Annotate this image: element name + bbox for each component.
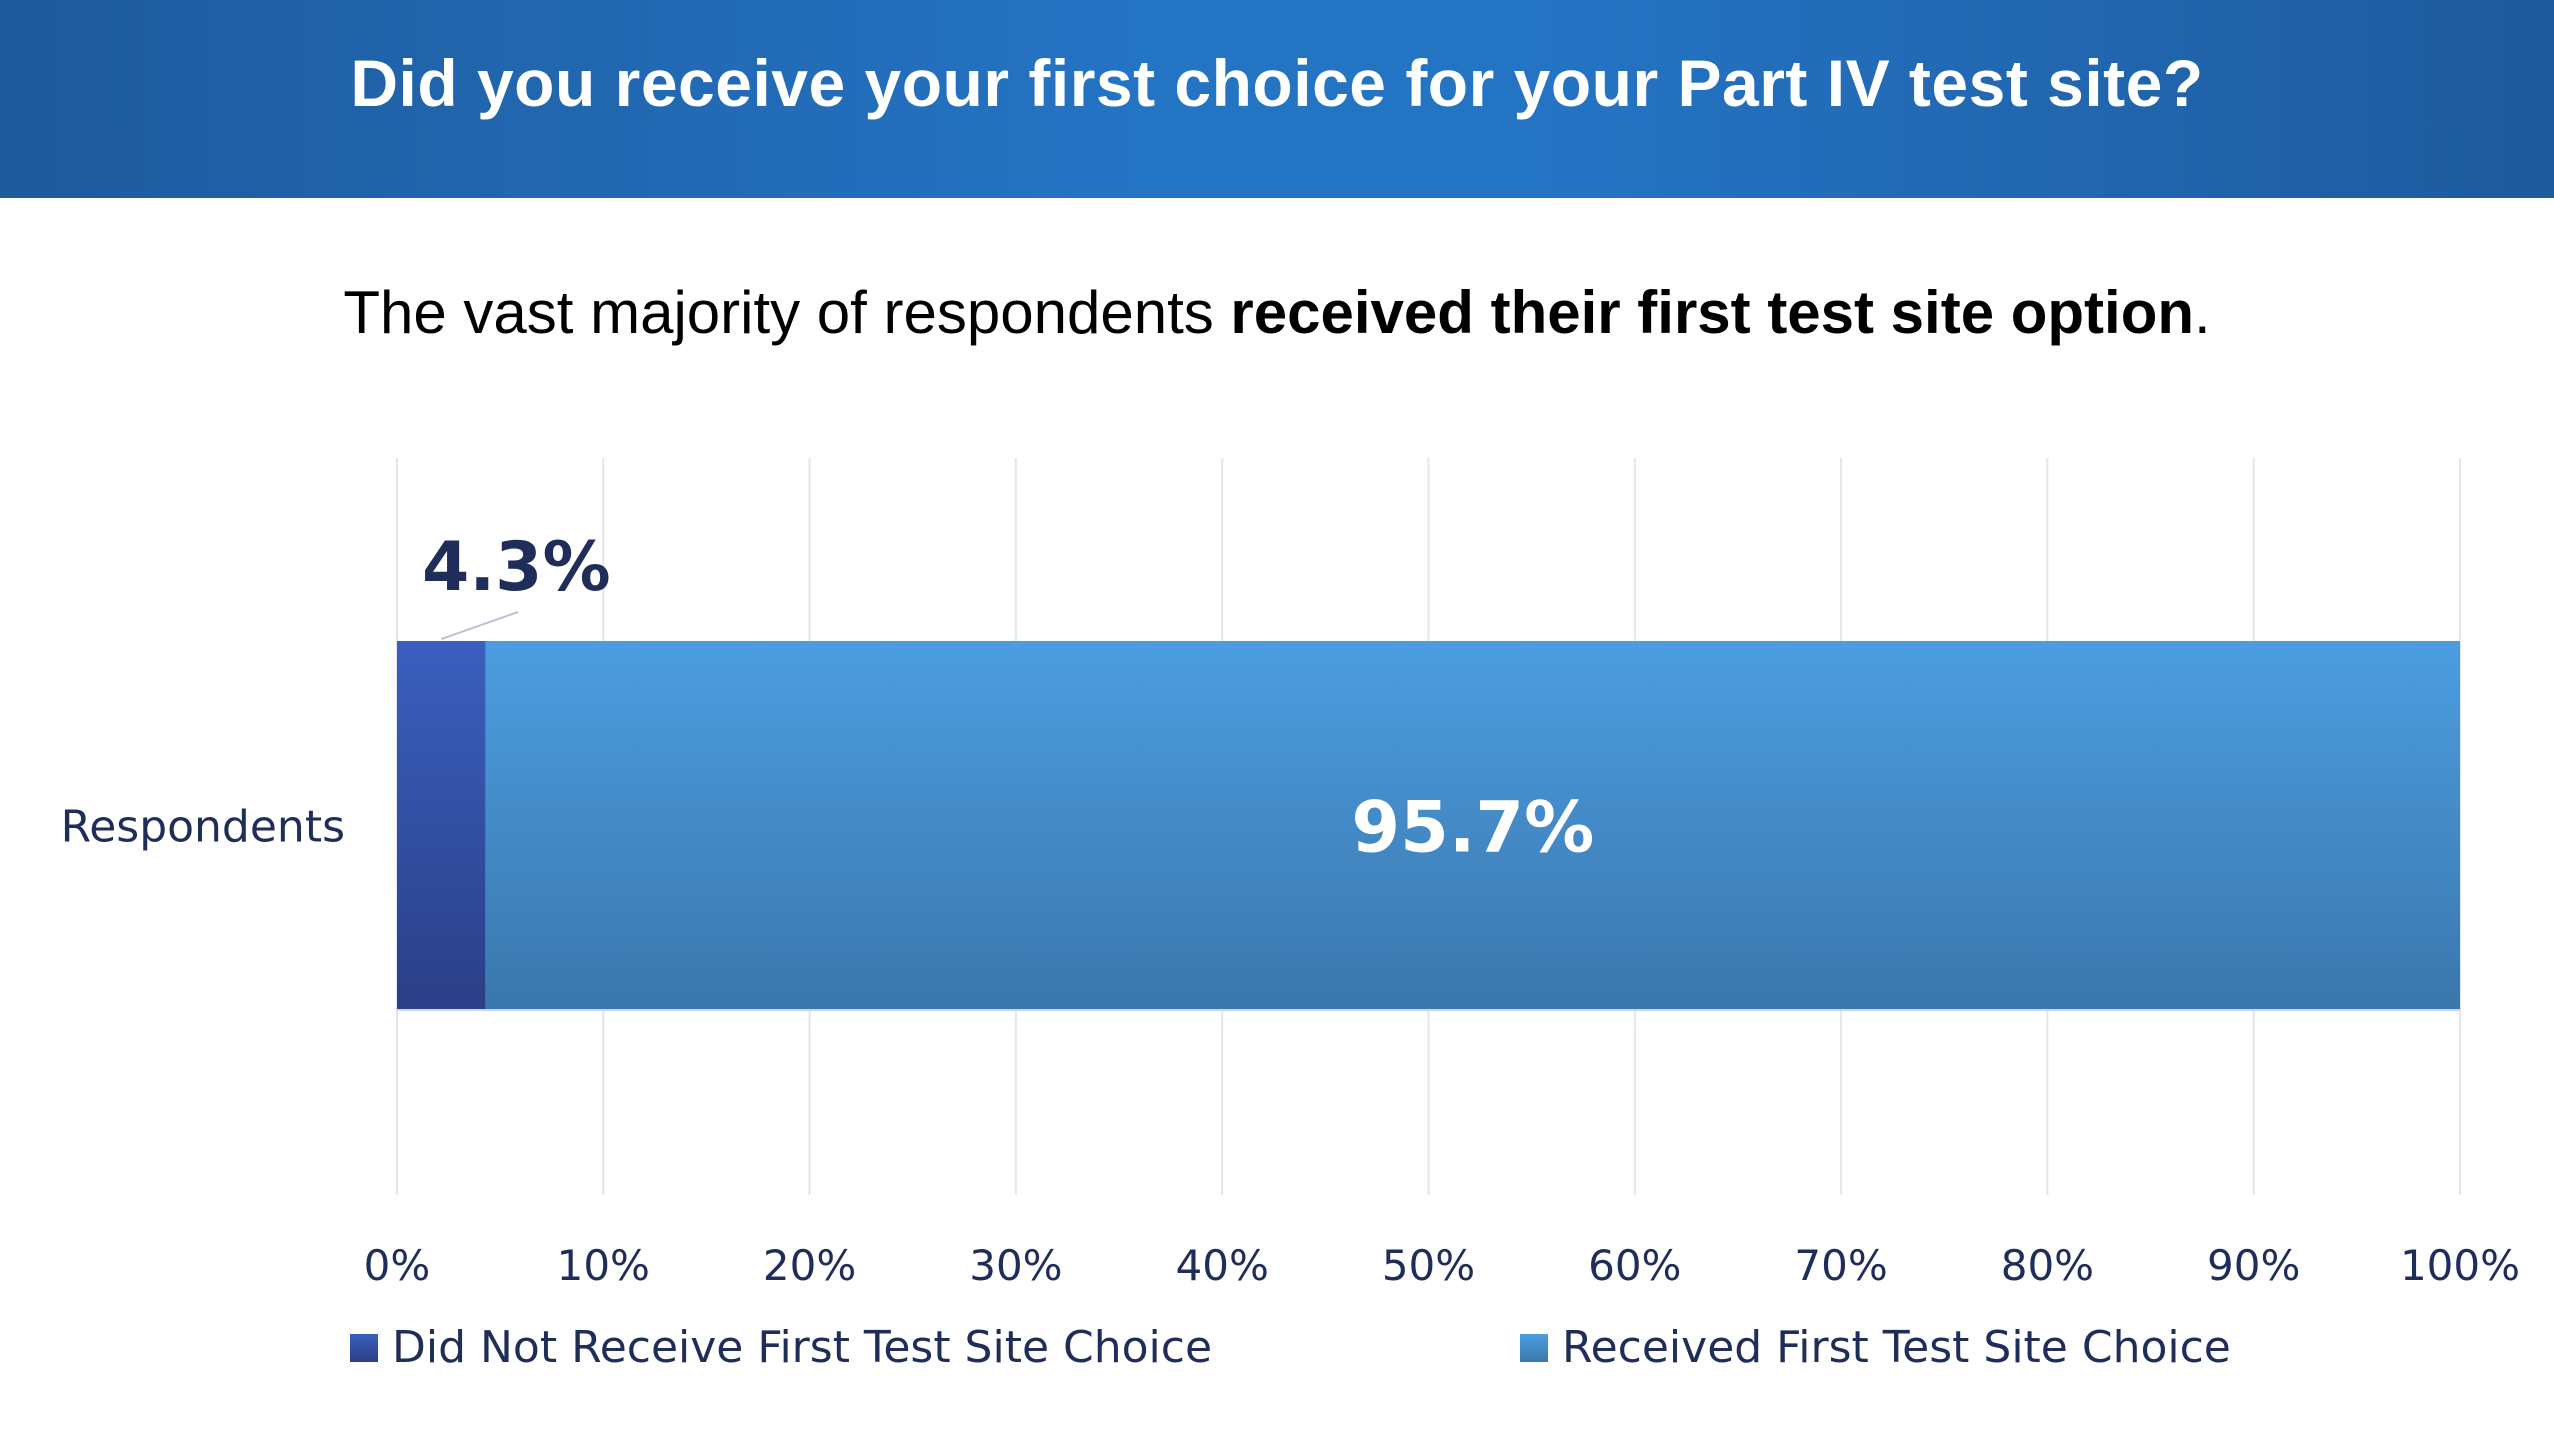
x-tick-label: 50% bbox=[1382, 1241, 1475, 1290]
legend-swatch-did-not bbox=[350, 1333, 378, 1362]
y-category-label: Respondents bbox=[61, 802, 345, 853]
x-tick-label: 90% bbox=[2207, 1241, 2300, 1290]
data-label-did-not: 4.3% bbox=[422, 528, 611, 607]
x-tick-label: 60% bbox=[1588, 1241, 1681, 1290]
legend-label-did-not: Did Not Receive First Test Site Choice bbox=[392, 1322, 1213, 1373]
x-tick-label: 30% bbox=[969, 1241, 1062, 1290]
x-tick-label: 10% bbox=[557, 1241, 650, 1290]
data-label-leader bbox=[441, 611, 519, 640]
x-tick-label: 40% bbox=[1176, 1241, 1269, 1290]
legend-label-received: Received First Test Site Choice bbox=[1562, 1322, 2231, 1373]
legend-swatch-received bbox=[1520, 1333, 1548, 1362]
x-tick-label: 70% bbox=[1794, 1241, 1887, 1290]
header-banner: Did you receive your first choice for yo… bbox=[0, 0, 2554, 198]
x-tick-label: 20% bbox=[763, 1241, 856, 1290]
tick-layer: 0% 10% 20% 30% 40% 50% 60% 70% 80% 90% 100% Respond… bbox=[61, 802, 2520, 1291]
bar-received bbox=[485, 641, 2461, 1010]
page-title: Did you receive your first choice for yo… bbox=[350, 46, 2204, 120]
legend-item-did-not: Did Not Receive First Test Site Choice bbox=[350, 1322, 1212, 1373]
bar-layer bbox=[397, 641, 2461, 1011]
x-tick-label: 100% bbox=[2400, 1241, 2520, 1290]
bar-did-not-receive bbox=[397, 641, 486, 1010]
subtitle-prefix: The vast majority of respondents bbox=[343, 279, 1231, 346]
data-label-received: 95.7% bbox=[1351, 787, 1594, 869]
subtitle-bold: received their first test site option bbox=[1230, 279, 2194, 346]
legend: Did Not Receive First Test Site Choice R… bbox=[0, 1322, 2554, 1382]
x-tick-label: 80% bbox=[2001, 1241, 2094, 1290]
x-tick-label: 0% bbox=[364, 1241, 431, 1290]
subtitle-suffix: . bbox=[2194, 279, 2211, 346]
legend-item-received: Received First Test Site Choice bbox=[1520, 1322, 2231, 1373]
label-layer: 4.3% 95.7% bbox=[422, 528, 1594, 869]
subtitle: The vast majority of respondents receive… bbox=[0, 278, 2554, 347]
